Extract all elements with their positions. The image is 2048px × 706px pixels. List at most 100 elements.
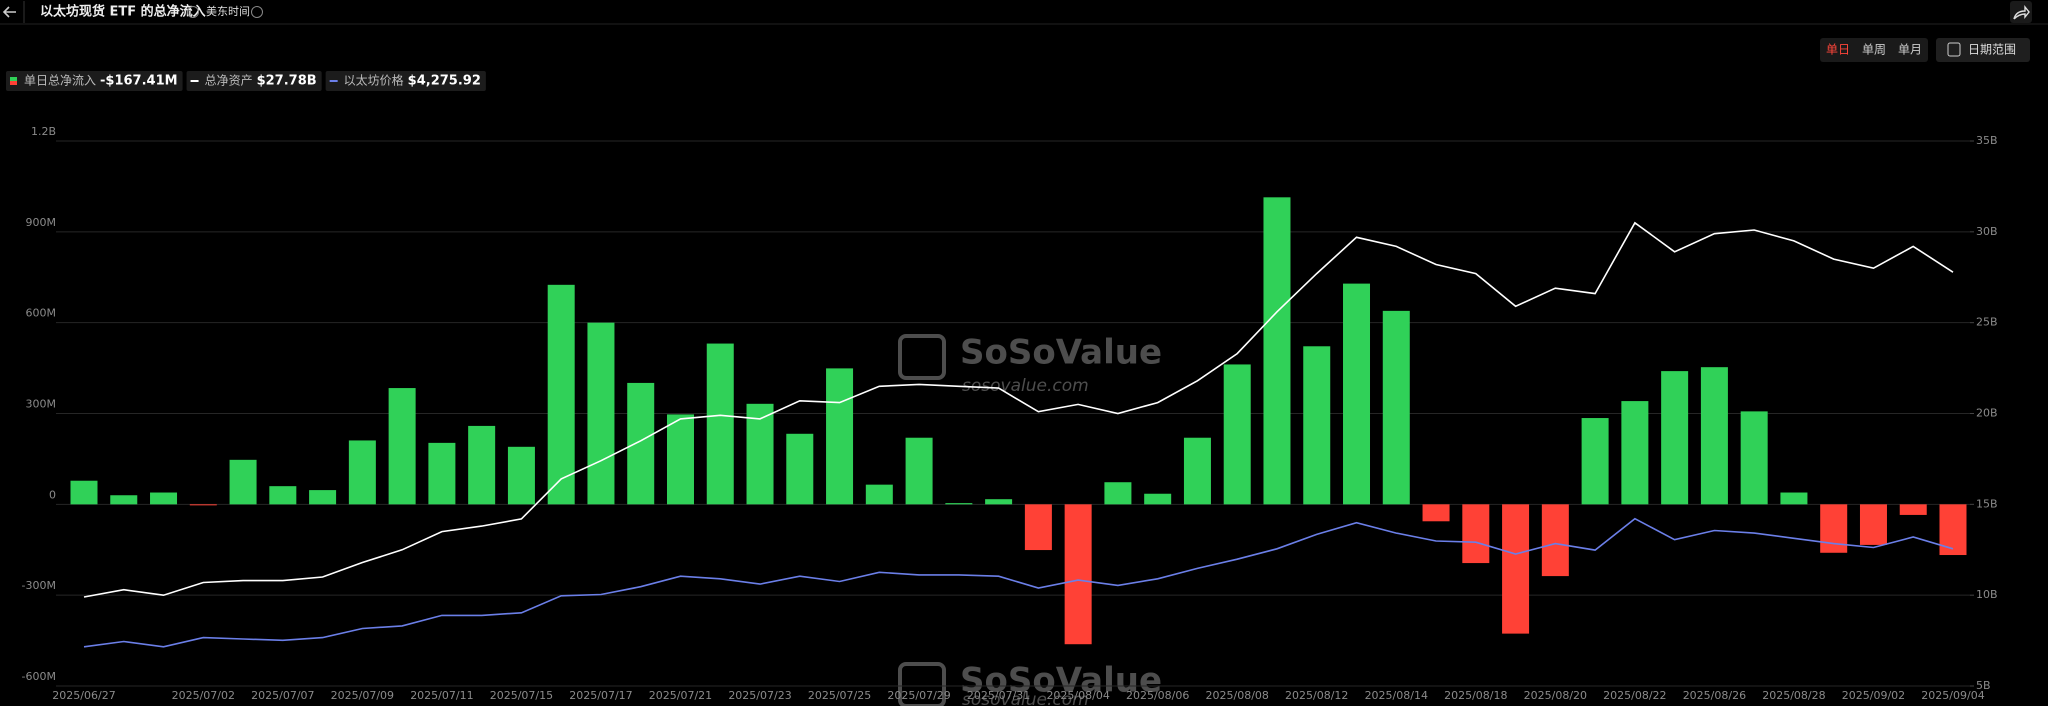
bar — [1104, 482, 1132, 505]
x-tick-label: 2025/07/21 — [649, 689, 712, 702]
bar — [627, 382, 655, 505]
bar — [269, 486, 297, 505]
period-button[interactable]: 单月 — [1898, 43, 1922, 57]
bar — [547, 284, 575, 505]
period-button[interactable]: 单日 — [1826, 43, 1850, 57]
bar — [1780, 492, 1808, 505]
bar — [1740, 411, 1768, 505]
bar — [985, 499, 1013, 505]
x-tick-label: 2025/07/07 — [251, 689, 314, 702]
line — [83, 517, 1954, 648]
y-tick-label: 300M — [26, 398, 57, 411]
back-button[interactable] — [2, 6, 16, 18]
bar — [1024, 504, 1052, 551]
legend-value: $27.78B — [257, 74, 317, 89]
y2-tick-label: 35B — [1976, 134, 1998, 147]
bar — [150, 492, 178, 505]
period-button[interactable]: 单周 — [1862, 43, 1886, 57]
info-icon[interactable] — [187, 6, 199, 18]
legend: 单日总净流入 -$167.41M 总净资产 $27.78B 以太坊价格 $4,275.92 — [6, 71, 486, 91]
y2-tick-label: 10B — [1976, 588, 1998, 601]
y-tick-label: -300M — [22, 579, 56, 592]
watermark-site: sosovalue.com — [962, 690, 1089, 706]
x-tick-label: 2025/08/26 — [1683, 689, 1746, 702]
legend-item: 以太坊价格 $4,275.92 — [325, 71, 486, 91]
legend-item: 总净资产 $27.78B — [186, 71, 322, 91]
x-tick-label: 2025/08/12 — [1285, 689, 1348, 702]
x-tick-label: 2025/07/25 — [808, 689, 871, 702]
bar — [1502, 504, 1530, 634]
bar — [1899, 504, 1927, 515]
bar — [746, 403, 774, 505]
bar — [1661, 371, 1689, 505]
calendar-icon — [1947, 42, 1961, 57]
x-tick-label: 2025/08/04 — [1046, 689, 1109, 702]
line — [83, 221, 1954, 598]
x-tick-label: 2025/09/04 — [1921, 689, 1984, 702]
period-group — [1820, 38, 1928, 62]
y2-tick-label: 15B — [1976, 497, 1998, 510]
watermark-logo — [898, 662, 946, 706]
bar — [468, 425, 496, 505]
bar — [1621, 401, 1649, 505]
timezone: 美东时间 — [206, 5, 250, 18]
bar — [1462, 504, 1490, 564]
bar — [1820, 504, 1848, 553]
legend-swatch — [10, 77, 17, 81]
x-tick-label: 2025/08/14 — [1365, 689, 1428, 702]
x-tick-label: 2025/08/08 — [1206, 689, 1269, 702]
bar — [388, 388, 416, 505]
bar — [507, 446, 535, 505]
bar — [428, 442, 456, 505]
y2-tick-label: 30B — [1976, 225, 1998, 238]
x-tick-label: 2025/07/31 — [967, 689, 1030, 702]
bar — [1581, 418, 1609, 505]
range-label[interactable]: 日期范围 — [1968, 43, 2016, 57]
legend-value: $4,275.92 — [408, 74, 481, 89]
legend-bg — [186, 71, 322, 91]
watermark-site: sosovalue.com — [962, 376, 1089, 396]
bar — [706, 343, 734, 505]
watermark-brand: SoSoValue — [960, 333, 1162, 373]
y-tick-label: 0 — [49, 488, 56, 501]
x-tick-label: 2025/07/11 — [410, 689, 473, 702]
x-tick-label: 2025/08/18 — [1444, 689, 1507, 702]
bar — [666, 414, 694, 505]
bar — [70, 480, 98, 505]
watermark: SoSoValuesosovalue.comSoSoValuesosovalue… — [898, 333, 1162, 706]
legend-name: 以太坊价格 — [344, 73, 404, 88]
y2-tick-label: 25B — [1976, 316, 1998, 329]
bar — [110, 495, 138, 505]
bar — [1422, 504, 1450, 522]
legend-swatch — [10, 81, 17, 85]
bar — [587, 322, 615, 505]
bar — [945, 503, 973, 505]
y-tick-label: 1.2B — [31, 125, 56, 138]
info-icon[interactable] — [251, 6, 263, 18]
bar — [786, 433, 814, 505]
x-tick-label: 2025/08/06 — [1126, 689, 1189, 702]
legend-name: 总净资产 — [205, 74, 253, 88]
bar — [905, 437, 933, 505]
x-tick-label: 2025/07/17 — [569, 689, 632, 702]
bar — [1541, 504, 1569, 577]
y-tick-label: 900M — [26, 216, 57, 229]
bar — [189, 504, 217, 506]
watermark-logo — [898, 334, 946, 380]
share-icon — [2013, 5, 2030, 20]
bar — [348, 440, 376, 505]
x-tick-label: 2025/07/09 — [331, 689, 394, 702]
watermark-brand: SoSoValue — [960, 661, 1162, 701]
page-title: 以太坊现货 ETF 的总净流入 — [40, 4, 206, 20]
bar — [1064, 504, 1092, 645]
legend-item: 单日总净流入 -$167.41M — [6, 71, 183, 91]
bar — [1939, 504, 1967, 556]
x-tick-label: 2025/07/23 — [728, 689, 791, 702]
bar — [1700, 367, 1728, 505]
x-tick-label: 2025/07/15 — [490, 689, 553, 702]
bar — [826, 368, 854, 505]
bar — [309, 490, 337, 505]
bar — [1144, 493, 1172, 505]
x-tick-label: 2025/08/20 — [1524, 689, 1587, 702]
bar — [1223, 364, 1251, 505]
